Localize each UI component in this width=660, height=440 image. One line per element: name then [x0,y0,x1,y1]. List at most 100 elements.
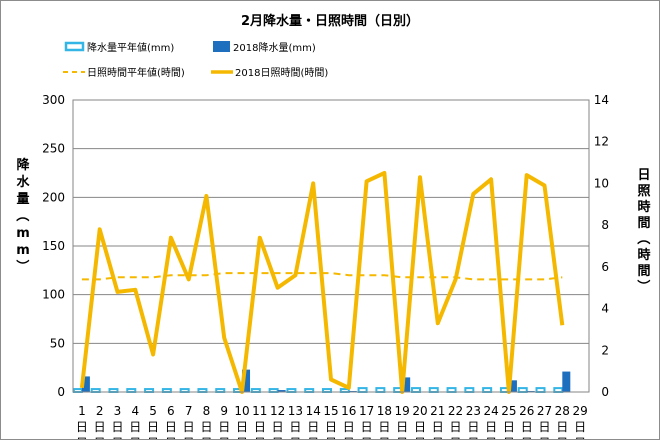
x-tick-day-suffix: 日 [450,436,462,439]
left-axis-label: 降水量（mm） [14,157,30,273]
x-tick-day-suffix: 日 [307,436,319,439]
x-tick-day-suffix: 日 [200,420,212,434]
x-tick-label: 2 [96,404,104,418]
right-axis-label-char: 照 [637,184,650,199]
legend-swatch-2018-precip [213,41,230,52]
bar-2018-precip [277,390,286,392]
right-axis-ticks: 0 2 4 6 8 10 12 14 [594,93,609,399]
chart-title: 2月降水量・日照時間（日別） [241,13,419,29]
left-axis-label-char: 水 [16,174,30,190]
left-axis-label-char: （ [14,208,30,221]
left-axis-label-char: 量 [16,192,29,207]
plot-border [72,99,590,393]
legend-label-2018-sun: 2018日照時間(時間) [235,67,328,79]
x-tick-day-suffix: 日 [129,436,141,439]
x-tick-day-suffix: 日 [183,420,195,434]
x-tick-day-suffix: 日 [503,420,515,434]
x-tick-label: 5 [149,404,157,418]
x-tick-day-suffix: 日 [129,420,141,434]
x-tick-label: 26 [519,404,534,418]
line-2018-sunshine-path [79,171,565,394]
x-tick-day-suffix: 日 [218,420,230,434]
x-tick-day-suffix: 日 [485,420,497,434]
x-tick-day-suffix: 日 [111,436,123,439]
x-tick-label: 24 [483,404,498,418]
left-tick-label: 150 [42,239,65,253]
bar-normal-precip [410,387,421,393]
x-tick-day-suffix: 日 [325,436,337,439]
bar-normal-precip [446,387,457,393]
bar-normal-precip [517,387,528,393]
left-tick-label: 0 [57,385,65,399]
left-axis-label-char: 降 [16,157,30,173]
right-tick-label: 10 [594,176,609,190]
legend-label-normal-sun: 日照時間平年値(時間) [87,66,185,79]
right-tick-label: 14 [594,93,609,107]
x-tick-day-suffix: 日 [147,420,159,434]
line-2018-sunshine [79,171,565,394]
x-tick-day-suffix: 日 [289,436,301,439]
right-axis-label-char: 間 [637,216,650,231]
x-tick-day-suffix: 日 [147,436,159,439]
right-tick-label: 0 [601,385,609,399]
left-axis-label-char: m [16,243,30,258]
x-tick-label: 3 [114,404,122,418]
bar-normal-precip [464,387,475,393]
x-tick-label: 17 [359,404,374,418]
x-tick-day-suffix: 日 [289,420,301,434]
left-axis-ticks: 0 50 100 150 200 250 300 [42,93,65,399]
x-tick-label: 6 [167,404,175,418]
right-tick-label: 6 [601,260,609,274]
legend-item-2018-sun: 2018日照時間(時間) [211,67,328,79]
right-tick-label: 2 [601,343,609,357]
bar-2018-precip [562,371,571,392]
left-tick-label: 50 [50,336,65,350]
x-tick-day-suffix: 日 [574,436,586,439]
x-tick-day-suffix: 日 [396,436,408,439]
right-axis-label-char: ） [635,279,651,292]
bar-normal-precip [428,387,439,393]
x-tick-day-suffix: 日 [574,420,586,434]
left-tick-label: 200 [42,190,65,204]
x-tick-day-suffix: 日 [200,436,212,439]
x-tick-day-suffix: 日 [165,436,177,439]
x-tick-label: 1 [78,404,86,418]
right-tick-label: 8 [601,218,609,232]
right-axis-label-char: （ [635,231,651,244]
left-tick-label: 250 [42,142,65,156]
x-tick-label: 16 [341,404,356,418]
left-axis-label-char: ） [14,259,30,272]
bar-2018-precip [81,376,90,392]
x-tick-day-suffix: 日 [254,436,266,439]
x-tick-label: 4 [131,404,139,418]
x-axis-ticks: 1日日2日日3日日4日日5日日6日日7日日8日日9日日10日日11日日12日日1… [76,404,588,439]
legend-swatch-normal-precip [64,41,85,52]
x-tick-day-suffix: 日 [378,420,390,434]
x-tick-day-suffix: 日 [111,420,123,434]
x-tick-label: 13 [288,404,303,418]
bar-normal-precip [535,387,546,393]
x-tick-label: 12 [270,404,285,418]
bar-normal-precip [553,387,564,393]
x-tick-label: 9 [220,404,228,418]
x-tick-day-suffix: 日 [94,420,106,434]
x-tick-day-suffix: 日 [521,420,533,434]
x-tick-label: 14 [306,404,321,418]
x-tick-label: 28 [555,404,570,418]
x-tick-day-suffix: 日 [94,436,106,439]
x-tick-day-suffix: 日 [343,436,355,439]
x-tick-label: 18 [377,404,392,418]
right-tick-label: 4 [601,302,609,316]
legend-label-2018-precip: 2018降水量(mm) [233,41,316,54]
gridlines [73,148,589,344]
x-tick-day-suffix: 日 [556,420,568,434]
x-tick-day-suffix: 日 [218,436,230,439]
x-tick-day-suffix: 日 [236,436,248,439]
right-axis-label-char: 日 [637,168,650,183]
x-tick-label: 20 [412,404,427,418]
x-tick-label: 10 [234,404,249,418]
bar-normal-precip [482,387,493,393]
right-axis-label-char: 時 [637,247,650,263]
